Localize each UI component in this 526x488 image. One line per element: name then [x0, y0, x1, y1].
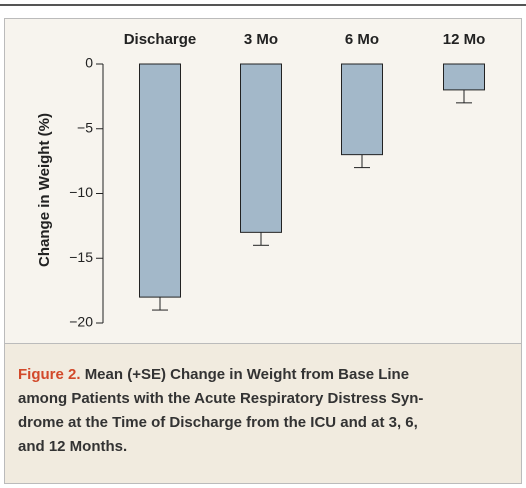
bar — [139, 63, 181, 298]
caption-line: and 12 Months. — [18, 438, 127, 455]
caption-line: drome at the Time of Discharge from the … — [18, 414, 418, 431]
category-label: 3 Mo — [244, 31, 278, 48]
bar — [341, 63, 383, 156]
error-bar — [354, 154, 370, 169]
caption: Figure 2. Mean (+SE) Change in Weight fr… — [18, 366, 409, 383]
bar — [240, 63, 282, 233]
y-axis-label: Change in Weight (%) — [36, 113, 53, 267]
caption-panel — [4, 343, 522, 484]
caption-line: among Patients with the Acute Respirator… — [18, 390, 423, 407]
y-tick-label: −10 — [69, 184, 93, 200]
y-tick-label: 0 — [85, 55, 93, 71]
y-tick-label: −15 — [69, 249, 93, 265]
category-label: 6 Mo — [345, 31, 379, 48]
y-tick-label: −5 — [77, 119, 93, 135]
error-bar — [253, 232, 269, 246]
caption-line: Mean (+SE) Change in Weight from Base Li… — [85, 366, 409, 383]
error-bar — [152, 297, 168, 311]
caption-label: Figure 2. — [18, 366, 81, 383]
error-bar — [456, 89, 472, 104]
category-label: 12 Mo — [443, 31, 486, 48]
y-tick-label: −20 — [69, 314, 93, 330]
category-label: Discharge — [124, 31, 197, 48]
bar — [443, 63, 485, 91]
